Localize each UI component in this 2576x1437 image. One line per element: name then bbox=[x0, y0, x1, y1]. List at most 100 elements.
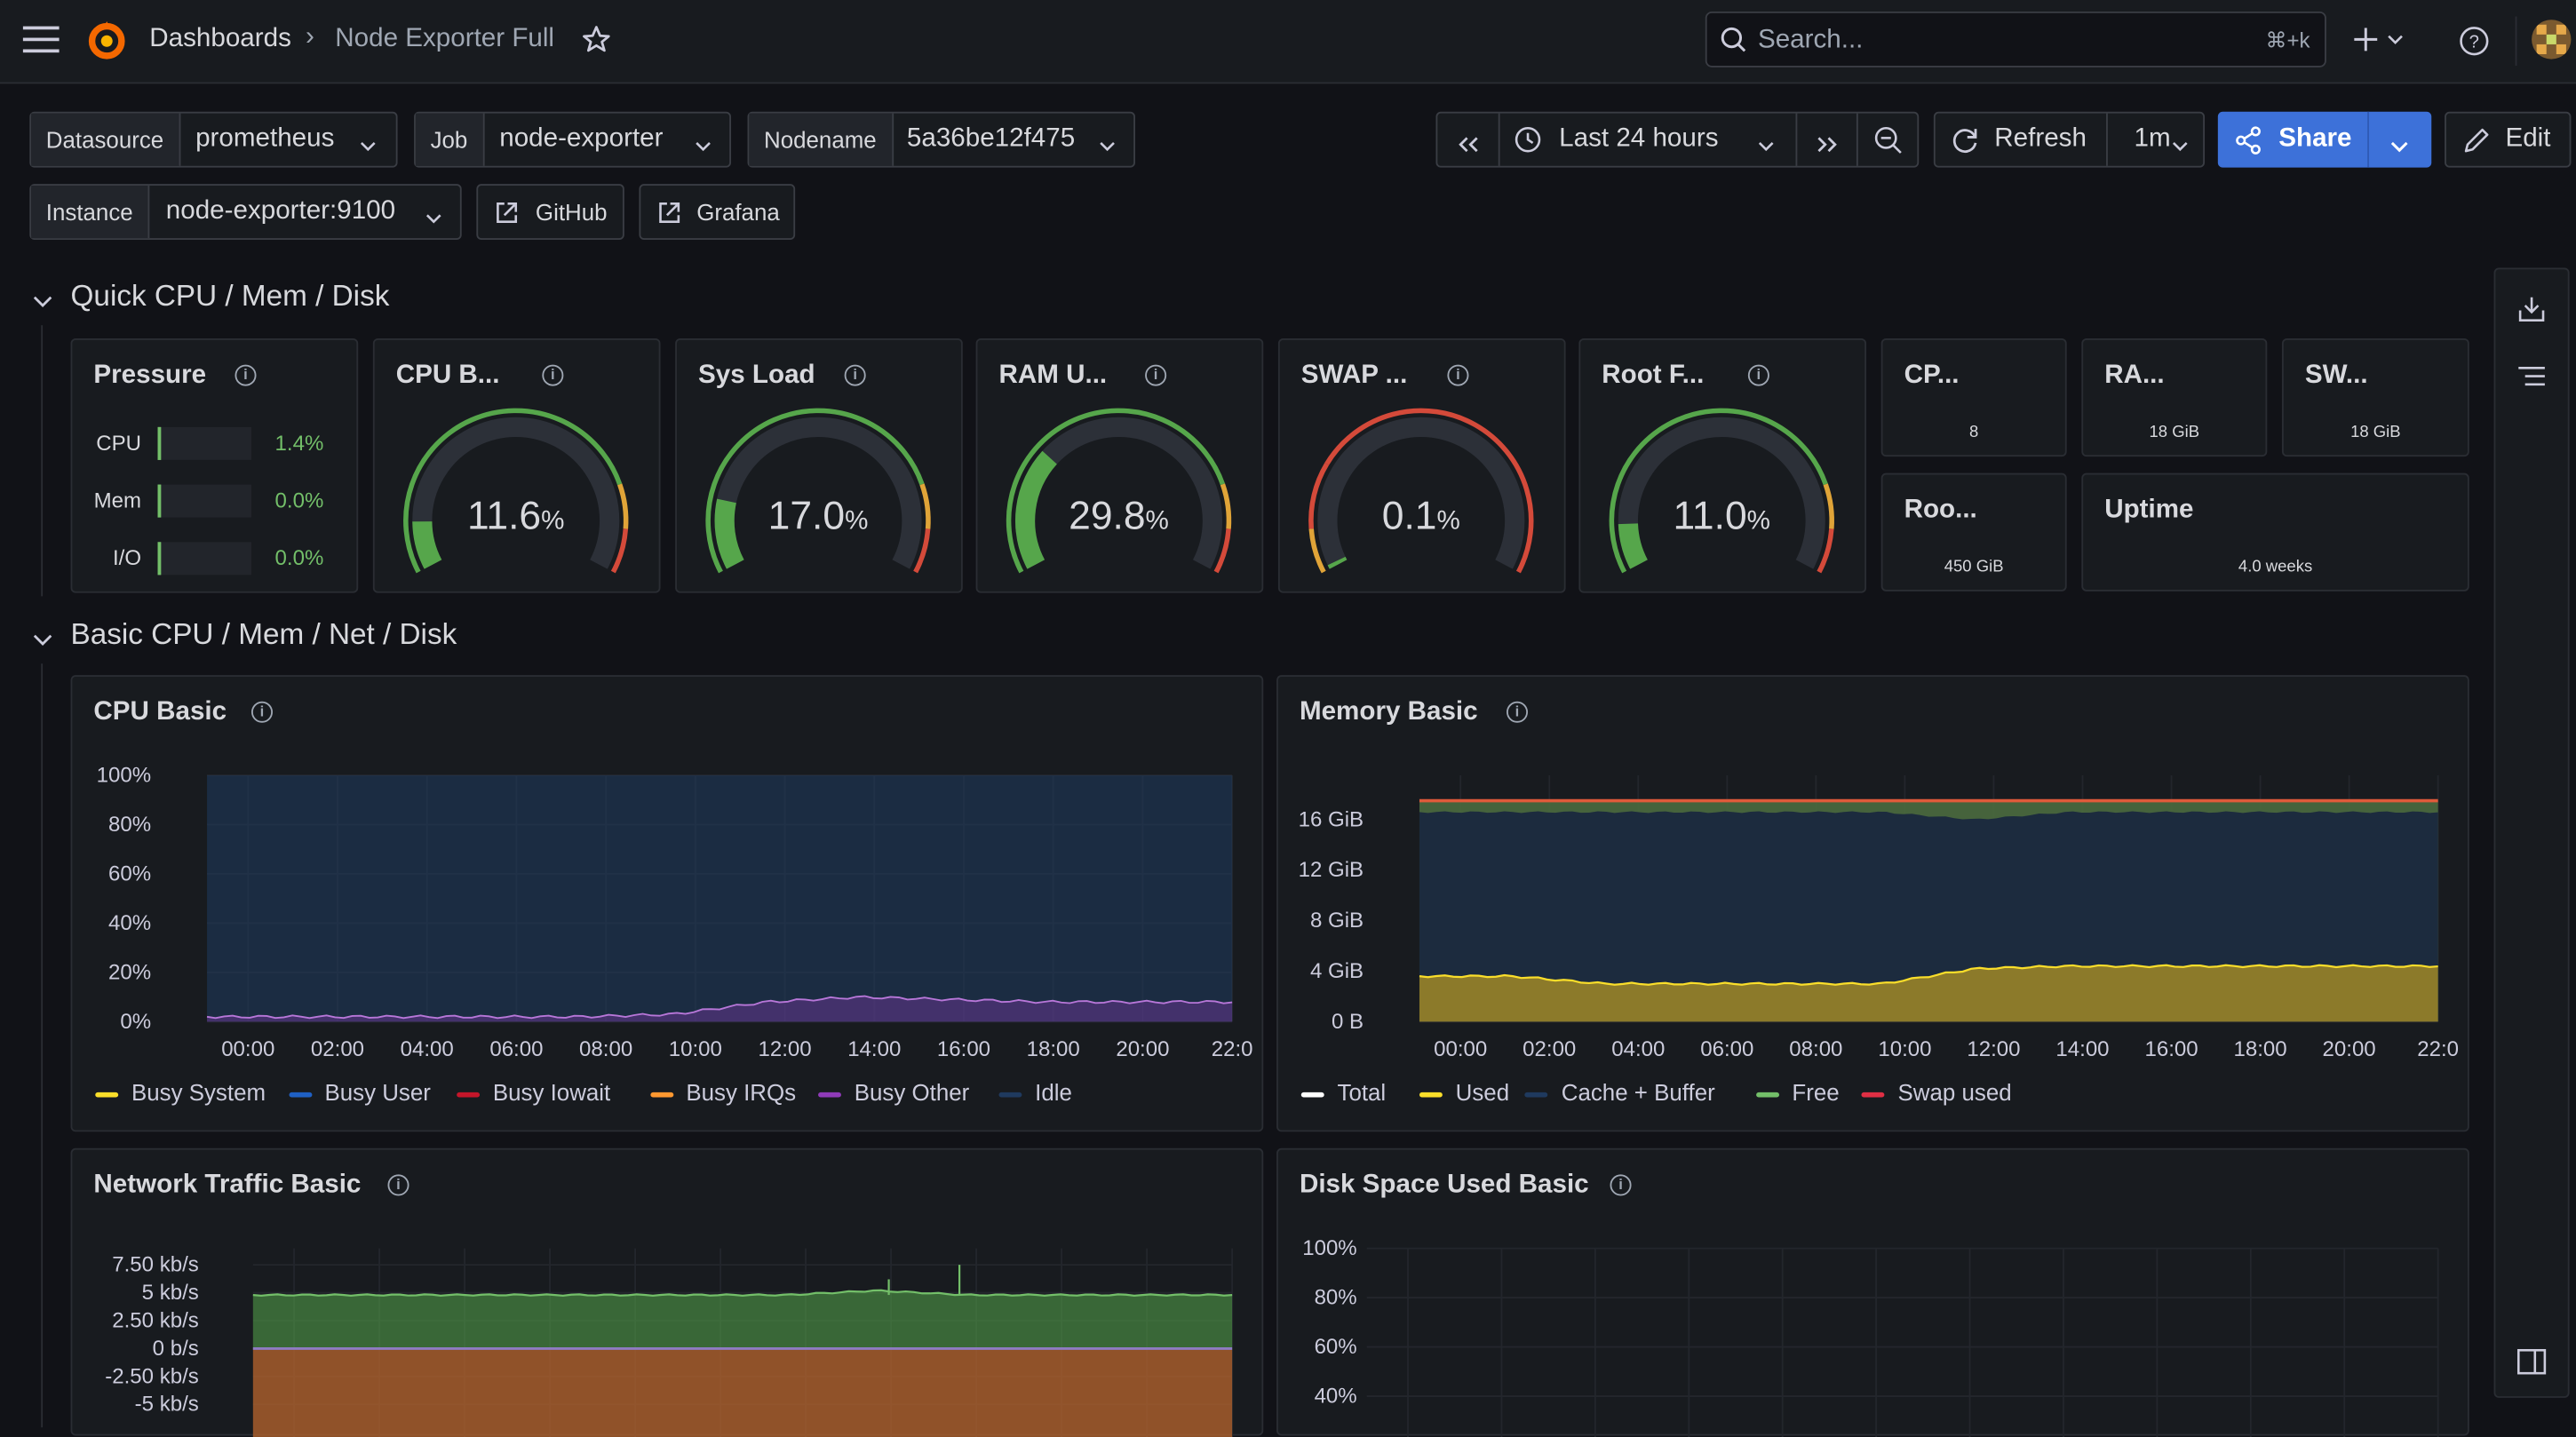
section-title-basic[interactable]: Basic CPU / Mem / Net / Disk bbox=[70, 617, 457, 651]
star-icon[interactable] bbox=[582, 25, 611, 63]
info-icon[interactable]: i bbox=[1447, 364, 1469, 386]
variable-nodename[interactable]: Nodename 5a36be12f475 bbox=[747, 111, 1136, 168]
network-basic-chart[interactable]: 7.50 kb/s 5 kb/s 2.50 kb/s 0 b/s -2.50 kb/s -… bbox=[72, 1150, 1265, 1437]
zoom-out-button[interactable] bbox=[1858, 114, 1919, 166]
section-title-quick[interactable]: Quick CPU / Mem / Disk bbox=[70, 279, 390, 313]
search-input[interactable]: Search... ⌘+k bbox=[1705, 11, 2326, 67]
add-new-icon[interactable] bbox=[2352, 27, 2408, 61]
pressure-row-label: I/O bbox=[112, 545, 142, 570]
help-icon[interactable]: ? bbox=[2460, 27, 2489, 65]
legend-item[interactable]: Idle bbox=[998, 1079, 1072, 1106]
disk-basic-panel[interactable]: Disk Space Used Basic i 100% 80% 60% 40% bbox=[1276, 1147, 2471, 1437]
legend-label: Cache + Buffer bbox=[1561, 1079, 1715, 1106]
variable-value: node-exporter:9100 bbox=[165, 196, 396, 226]
gauge-unit: % bbox=[1746, 507, 1770, 536]
gauge-panel[interactable]: CPU B... i 11.6% bbox=[372, 337, 661, 593]
stat-swap-total[interactable]: SW... 18 GiB bbox=[2281, 337, 2469, 457]
x-tick-label: 18:00 bbox=[1027, 1037, 1080, 1061]
grafana-link[interactable]: Grafana bbox=[639, 184, 796, 241]
legend-item[interactable]: Cache + Buffer bbox=[1525, 1079, 1715, 1106]
gauge-panel[interactable]: SWAP ... i 0.1% bbox=[1277, 337, 1566, 593]
info-icon[interactable]: i bbox=[844, 364, 866, 386]
legend-label: Busy Other bbox=[854, 1079, 970, 1106]
legend-item[interactable]: Total bbox=[1300, 1079, 1386, 1106]
stat-cpu-cores[interactable]: CP... 8 bbox=[1880, 337, 2067, 457]
variable-datasource[interactable]: Datasource prometheus bbox=[29, 111, 398, 168]
collapse-chevron-icon[interactable] bbox=[33, 626, 52, 655]
chart-axes: 100% 80% 60% 40% bbox=[1302, 1236, 2439, 1437]
info-icon[interactable]: i bbox=[235, 364, 257, 386]
info-icon[interactable]: i bbox=[1747, 364, 1769, 386]
panel-title: Uptime bbox=[2104, 496, 2194, 524]
x-tick-label: 10:00 bbox=[1878, 1037, 1931, 1061]
download-icon[interactable] bbox=[2516, 294, 2546, 332]
stat-ram-total[interactable]: RA... 18 GiB bbox=[2081, 337, 2268, 457]
search-shortcut: ⌘+k bbox=[2265, 28, 2310, 53]
chevrons-right-icon bbox=[1816, 131, 1839, 161]
gauge-unit: % bbox=[1145, 507, 1169, 536]
time-forward-button[interactable] bbox=[1796, 113, 1858, 166]
gauge-panel[interactable]: RAM U... i 29.8% bbox=[975, 337, 1264, 593]
network-basic-panel[interactable]: Network Traffic Basic i 7.50 kb/s 5 kb/s 2… bbox=[70, 1147, 1265, 1437]
legend-item[interactable]: Busy IRQs bbox=[649, 1079, 796, 1106]
info-icon[interactable]: i bbox=[542, 364, 564, 386]
svg-text:?: ? bbox=[2469, 33, 2479, 52]
gauge-threshold-band bbox=[403, 408, 623, 574]
edit-button[interactable]: Edit bbox=[2445, 111, 2572, 168]
share-dropdown-button[interactable] bbox=[2367, 112, 2431, 168]
time-range-picker[interactable]: Last 24 hours bbox=[1499, 113, 1798, 166]
stat-value: 450 GiB bbox=[1944, 558, 2004, 577]
series-idle-area bbox=[207, 774, 1233, 1022]
legend-swatch bbox=[818, 1092, 841, 1098]
gauge-panel[interactable]: Root F... i 11.0% bbox=[1578, 337, 1867, 593]
memory-basic-chart[interactable]: 16 GiB 12 GiB 8 GiB 4 GiB 0 B 00:00 02:00 04:00… bbox=[1278, 677, 2471, 1133]
top-bar: Dashboards › Node Exporter Full Search..… bbox=[0, 0, 2576, 84]
legend-swatch bbox=[649, 1092, 673, 1098]
collapse-chevron-icon[interactable] bbox=[33, 288, 52, 317]
stat-root-fs-total[interactable]: Roo... 450 GiB bbox=[1880, 472, 2067, 591]
legend-item[interactable]: Used bbox=[1419, 1079, 1509, 1106]
time-back-button[interactable] bbox=[1437, 113, 1500, 166]
pressure-bar-track bbox=[157, 484, 251, 518]
stat-uptime[interactable]: Uptime 4.0 weeks bbox=[2081, 472, 2469, 591]
chevron-down-icon bbox=[1758, 133, 1774, 163]
breadcrumb-dashboards[interactable]: Dashboards bbox=[149, 24, 291, 53]
series-used-area bbox=[1419, 965, 2438, 1022]
legend-item[interactable]: Swap used bbox=[1861, 1079, 2012, 1106]
refresh-interval-picker[interactable]: 1m bbox=[2106, 114, 2205, 166]
cpu-basic-panel[interactable]: CPU Basic i 100% 80% 60% 40% 20% 0% 00:00 02:00… bbox=[70, 675, 1265, 1133]
pressure-panel[interactable]: Pressure i CPU 1.4% Mem 0.0% I/O 0.0% bbox=[70, 337, 359, 593]
memory-basic-panel[interactable]: Memory Basic i 16 GiB 12 GiB 8 GiB 4 GiB 0 B… bbox=[1276, 675, 2471, 1133]
share-label: Share bbox=[2278, 124, 2352, 154]
share-button[interactable]: Share bbox=[2218, 111, 2369, 168]
legend-item[interactable]: Busy Other bbox=[818, 1079, 969, 1106]
y-tick-label: 0 b/s bbox=[153, 1337, 199, 1361]
gauge-svg bbox=[403, 408, 629, 574]
info-icon[interactable]: i bbox=[1506, 701, 1529, 723]
legend-item[interactable]: Busy System bbox=[95, 1079, 266, 1106]
legend-item[interactable]: Busy User bbox=[288, 1079, 431, 1106]
gauge-value: 11.0% bbox=[1623, 495, 1820, 541]
legend-item[interactable]: Free bbox=[1755, 1079, 1840, 1106]
x-tick-label: 00:00 bbox=[1434, 1037, 1487, 1061]
outline-icon[interactable] bbox=[2516, 365, 2546, 400]
info-icon[interactable]: i bbox=[387, 1174, 409, 1196]
gauge-unit: % bbox=[541, 507, 565, 536]
grafana-logo-icon[interactable] bbox=[85, 18, 128, 68]
legend-item[interactable]: Busy Iowait bbox=[457, 1079, 610, 1106]
refresh-button[interactable]: Refresh bbox=[1936, 113, 2108, 166]
dock-panel-icon[interactable] bbox=[2516, 1348, 2547, 1383]
variable-instance[interactable]: Instance node-exporter:9100 bbox=[29, 184, 462, 241]
menu-icon[interactable] bbox=[22, 26, 60, 61]
gauge-threshold-band bbox=[1324, 408, 1534, 574]
avatar[interactable] bbox=[2532, 20, 2572, 60]
gauge-svg bbox=[1308, 408, 1534, 574]
cpu-basic-chart[interactable]: 100% 80% 60% 40% 20% 0% 00:00 02:00 04:00 06:00 08… bbox=[72, 677, 1265, 1133]
variable-job[interactable]: Job node-exporter bbox=[414, 111, 732, 168]
info-icon[interactable]: i bbox=[1610, 1174, 1632, 1196]
info-icon[interactable]: i bbox=[250, 701, 274, 723]
gauge-panel[interactable]: Sys Load i 17.0% bbox=[675, 337, 963, 593]
info-icon[interactable]: i bbox=[1145, 364, 1167, 386]
github-link[interactable]: GitHub bbox=[476, 184, 624, 241]
disk-basic-chart[interactable]: 100% 80% 60% 40% bbox=[1278, 1150, 2471, 1437]
